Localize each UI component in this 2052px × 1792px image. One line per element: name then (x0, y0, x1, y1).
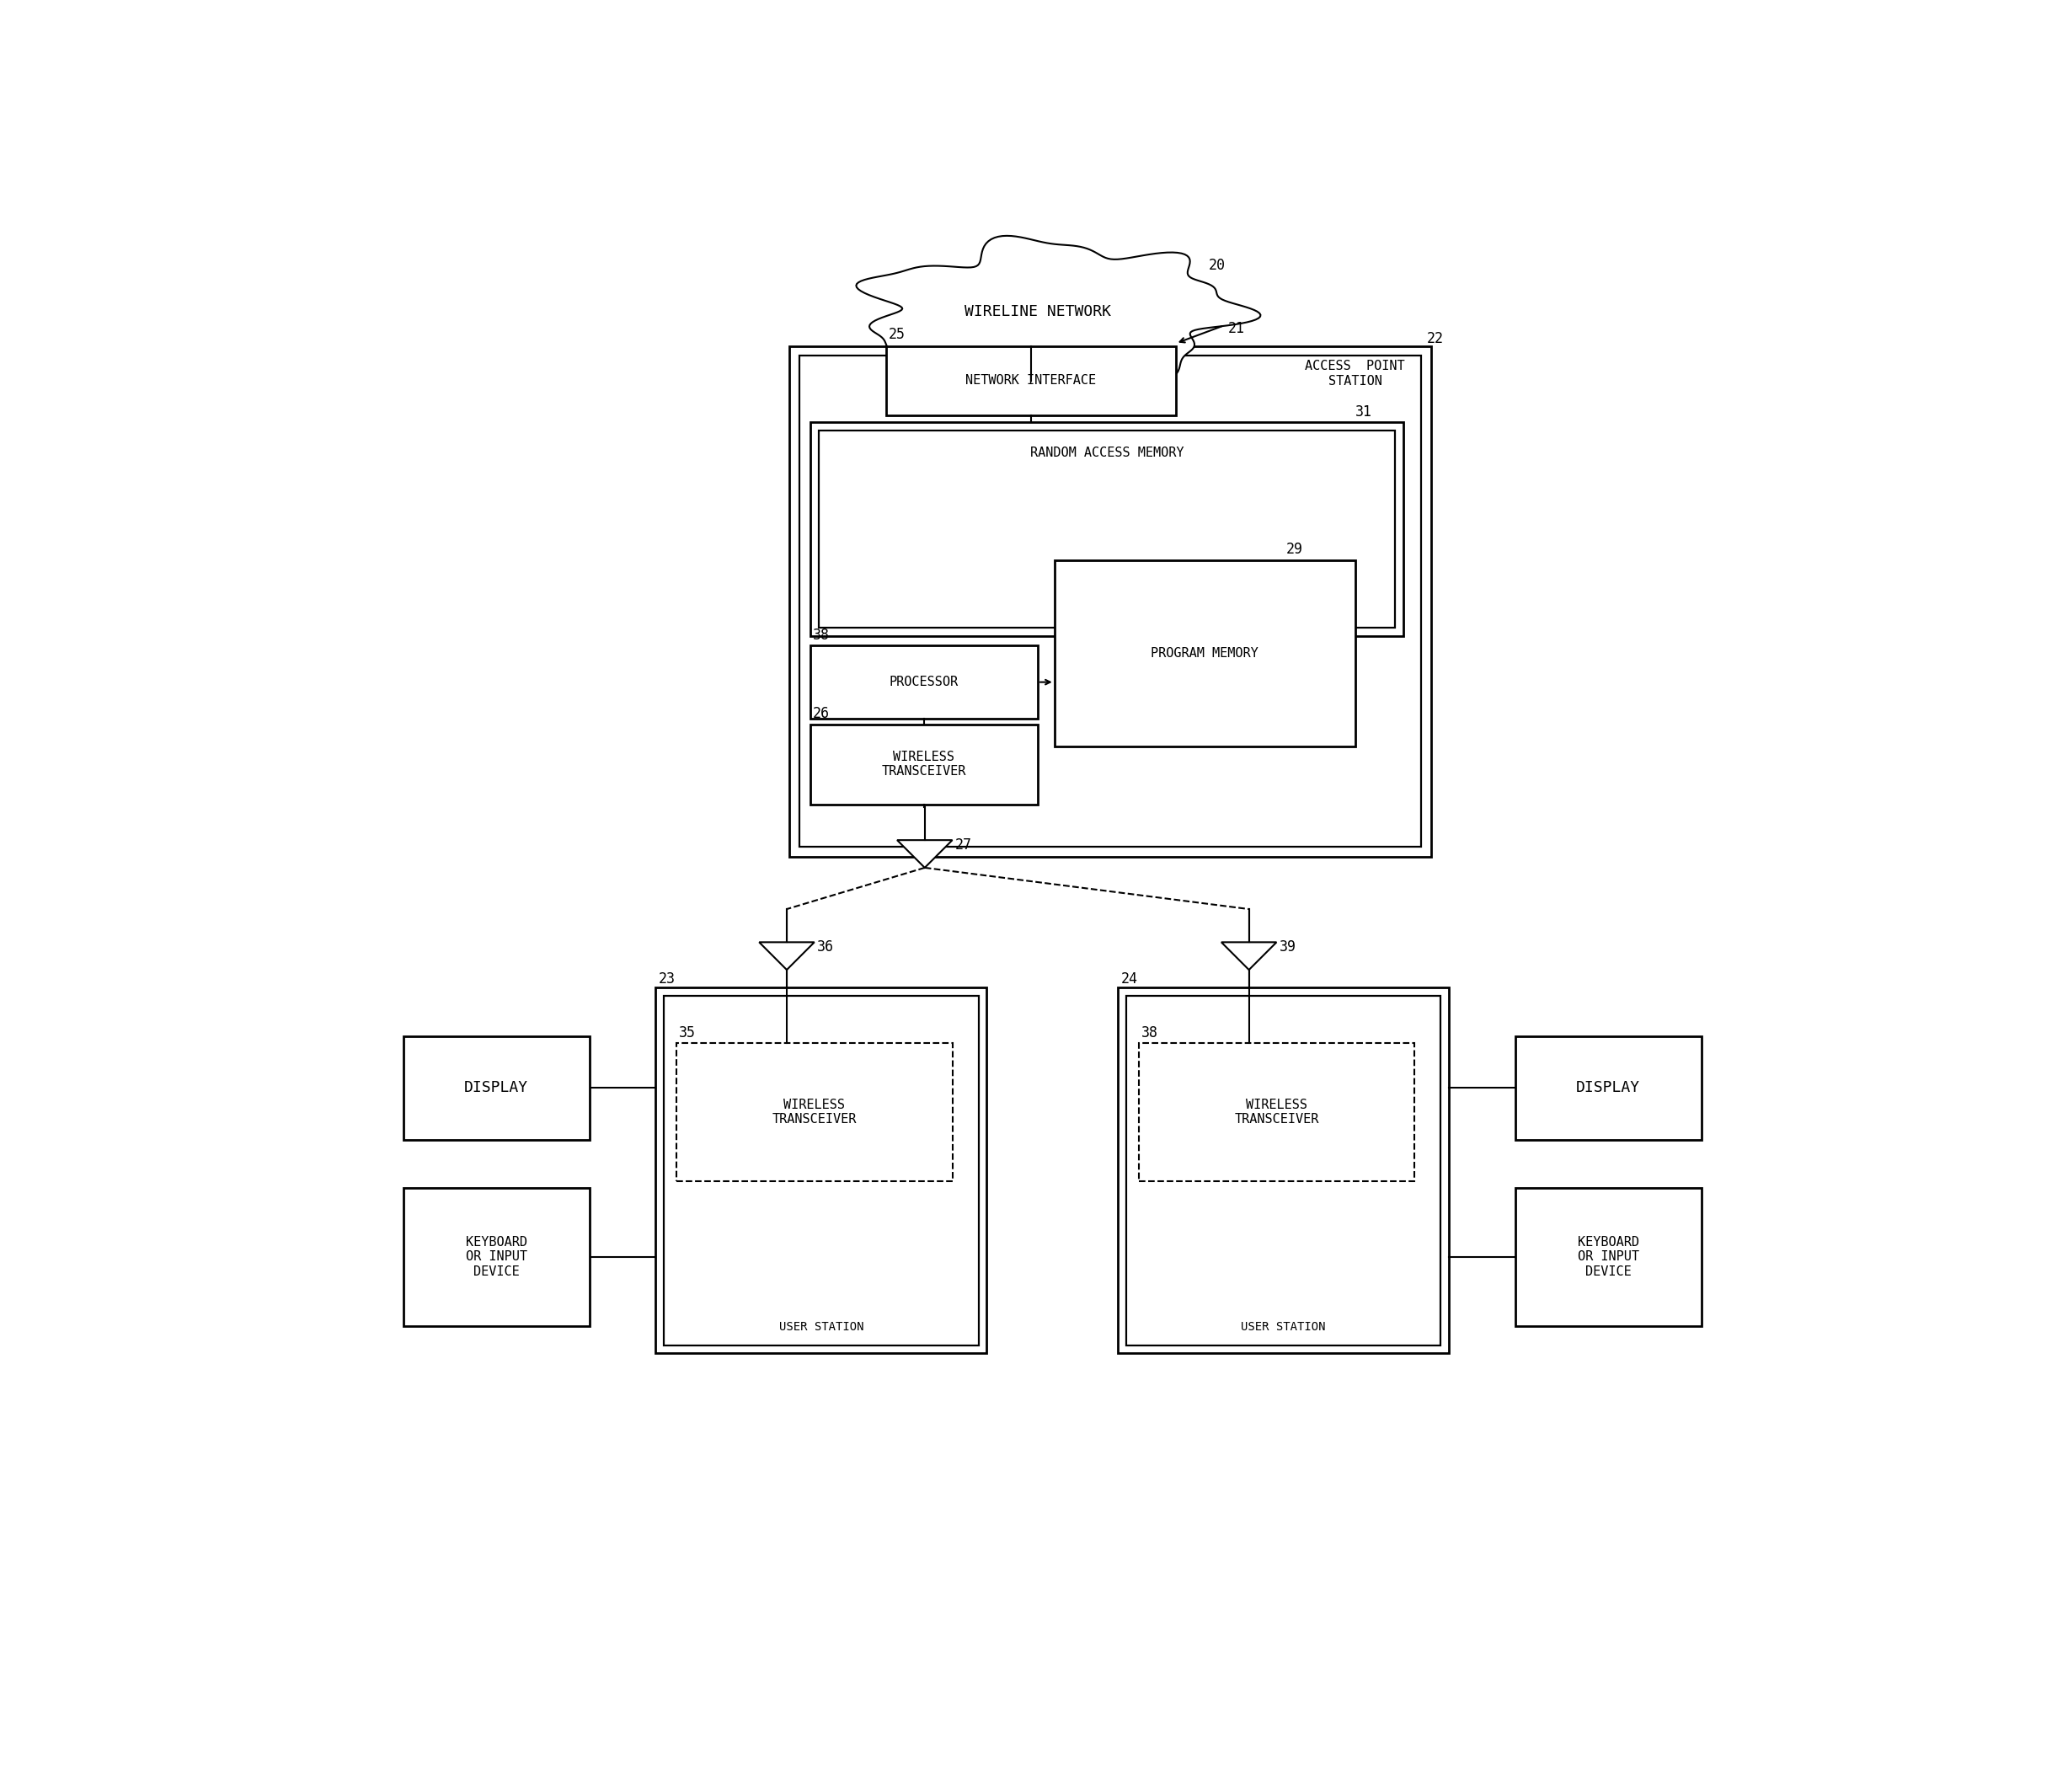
Text: 23: 23 (659, 971, 675, 986)
Bar (404, 1036, 589, 1140)
Bar (811, 724, 1038, 805)
Text: 31: 31 (1354, 403, 1373, 419)
Text: 26: 26 (813, 706, 829, 722)
Bar (1139, 1043, 1414, 1181)
Polygon shape (897, 840, 952, 867)
Text: USER STATION: USER STATION (780, 1321, 864, 1333)
Text: 38: 38 (1141, 1025, 1157, 1039)
Text: KEYBOARD
OR INPUT
DEVICE: KEYBOARD OR INPUT DEVICE (1578, 1236, 1640, 1278)
Polygon shape (759, 943, 815, 969)
Text: WIRELESS
TRANSCEIVER: WIRELESS TRANSCEIVER (772, 1098, 856, 1125)
Text: DISPLAY: DISPLAY (464, 1081, 529, 1095)
Bar (1514, 1036, 1701, 1140)
Text: 38: 38 (813, 627, 829, 643)
Bar (404, 1188, 589, 1326)
Bar (790, 346, 1430, 857)
Text: USER STATION: USER STATION (1241, 1321, 1326, 1333)
Text: ACCESS  POINT
STATION: ACCESS POINT STATION (1305, 360, 1406, 387)
Text: PROGRAM MEMORY: PROGRAM MEMORY (1151, 647, 1258, 659)
Bar (1118, 987, 1449, 1353)
Text: 24: 24 (1120, 971, 1137, 986)
Text: 29: 29 (1287, 541, 1303, 557)
Text: 25: 25 (889, 326, 905, 342)
Bar (811, 645, 1038, 719)
Text: WIRELINE NETWORK: WIRELINE NETWORK (964, 305, 1110, 319)
Text: DISPLAY: DISPLAY (1576, 1081, 1640, 1095)
Text: 35: 35 (679, 1025, 696, 1039)
Text: NETWORK INTERFACE: NETWORK INTERFACE (966, 375, 1096, 387)
Bar (1514, 1188, 1701, 1326)
Text: KEYBOARD
OR INPUT
DEVICE: KEYBOARD OR INPUT DEVICE (466, 1236, 527, 1278)
Bar (657, 987, 987, 1353)
Bar (798, 357, 1422, 848)
Text: RANDOM ACCESS MEMORY: RANDOM ACCESS MEMORY (1030, 446, 1184, 459)
Text: 22: 22 (1426, 332, 1445, 346)
Text: 36: 36 (817, 939, 833, 955)
Bar (886, 346, 1176, 416)
Text: PROCESSOR: PROCESSOR (889, 676, 958, 688)
Bar (811, 423, 1404, 636)
Text: WIRELESS
TRANSCEIVER: WIRELESS TRANSCEIVER (1233, 1098, 1319, 1125)
Text: 27: 27 (954, 837, 973, 853)
Polygon shape (856, 237, 1260, 382)
Text: 20: 20 (1209, 258, 1225, 272)
Bar (1127, 996, 1441, 1346)
Text: 39: 39 (1278, 939, 1297, 955)
Bar (677, 1043, 952, 1181)
Bar (819, 430, 1395, 627)
Bar (1055, 559, 1354, 745)
Text: 21: 21 (1229, 321, 1246, 337)
Text: WIRELESS
TRANSCEIVER: WIRELESS TRANSCEIVER (882, 751, 966, 778)
Bar (665, 996, 979, 1346)
Polygon shape (1221, 943, 1276, 969)
